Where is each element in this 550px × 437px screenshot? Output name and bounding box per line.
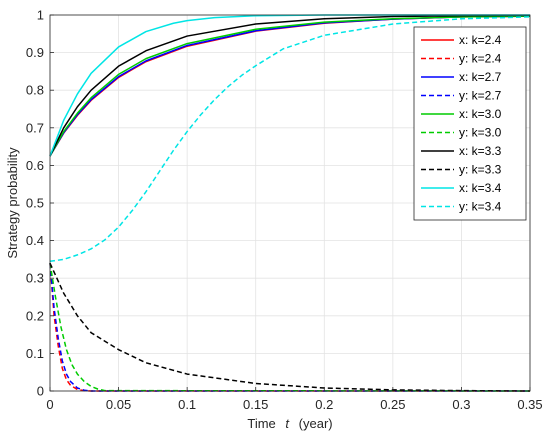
y-tick-label: 0.3 xyxy=(26,271,44,286)
x-tick-label: 0.35 xyxy=(517,397,542,412)
series-line-8 xyxy=(49,262,531,392)
y-tick-label: 1 xyxy=(37,8,44,23)
legend-label: x: k=2.7 xyxy=(459,70,502,84)
legend-label: x: k=2.4 xyxy=(459,33,502,47)
y-tick-label: 0.2 xyxy=(26,308,44,323)
series-line-4 xyxy=(49,263,530,392)
y-tick-label: 0.8 xyxy=(26,83,44,98)
legend-label: y: k=2.4 xyxy=(459,52,502,66)
series-line-2 xyxy=(49,263,530,392)
legend-label: y: k=3.3 xyxy=(459,163,502,177)
legend: x: k=2.4 y: k=2.4 x: k=2.7 y: k=2.7 x: k=3.0… xyxy=(413,26,527,221)
legend-label: x: k=3.3 xyxy=(459,144,502,158)
legend-label: x: k=3.4 xyxy=(459,181,502,195)
x-tick-label: 0 xyxy=(46,397,53,412)
legend-label: y: k=3.4 xyxy=(459,200,502,214)
y-tick-label: 0.9 xyxy=(26,45,44,60)
x-tick-label: 0.25 xyxy=(380,397,405,412)
y-tick-label: 0.4 xyxy=(26,233,44,248)
series-line-7 xyxy=(49,14,531,157)
series-line-6 xyxy=(49,263,531,392)
series-line-10 xyxy=(49,16,531,263)
y-tick-label: 0.6 xyxy=(26,158,44,173)
y-tick-label: 0 xyxy=(37,384,44,399)
x-tick-label: 0.2 xyxy=(315,397,333,412)
y-tick-label: 0.7 xyxy=(26,120,44,135)
legend-label: x: k=3.0 xyxy=(459,107,502,121)
x-ticks: 0 0.05 0.1 0.15 0.2 0.25 0.3 0.35 xyxy=(46,387,543,412)
y-ticks: 0 0.1 0.2 0.3 0.4 0.5 0.6 0.7 0.8 0.9 1 xyxy=(26,8,54,399)
y-tick-label: 0.5 xyxy=(26,196,44,211)
x-tick-label: 0.1 xyxy=(178,397,196,412)
series-line-5 xyxy=(49,15,531,157)
x-tick-label: 0.05 xyxy=(106,397,131,412)
legend-label: y: k=3.0 xyxy=(459,126,502,140)
y-axis-label: Strategy probability xyxy=(5,147,20,259)
legend-label: y: k=2.7 xyxy=(459,89,502,103)
x-axis-label: Time t (year) xyxy=(247,416,332,431)
y-tick-label: 0.1 xyxy=(26,346,44,361)
x-tick-label: 0.3 xyxy=(452,397,470,412)
x-tick-label: 0.15 xyxy=(243,397,268,412)
